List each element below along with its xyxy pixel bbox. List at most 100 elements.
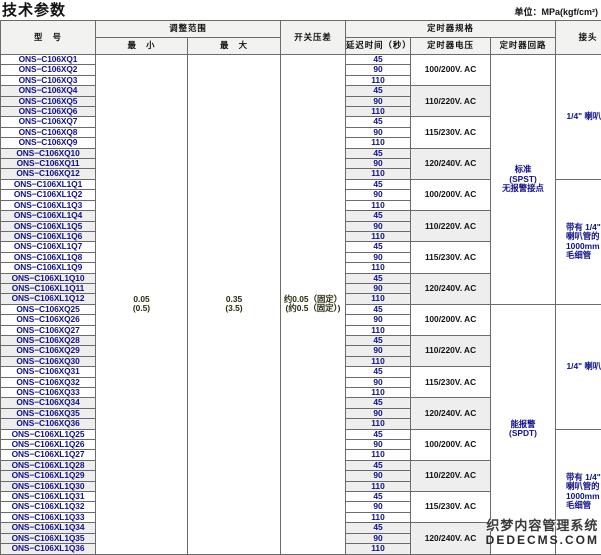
cell-model: ONS−C106XL1Q32 bbox=[1, 502, 96, 512]
cell-timer-voltage: 100/200V. AC bbox=[411, 179, 491, 210]
cell-timer-voltage: 100/200V. AC bbox=[411, 429, 491, 460]
cell-timer-voltage: 110/220V. AC bbox=[411, 86, 491, 117]
cell-model: ONS−C106XQ4 bbox=[1, 86, 96, 96]
cell-timer-voltage: 100/200V. AC bbox=[411, 55, 491, 86]
cell-model: ONS−C106XL1Q10 bbox=[1, 273, 96, 283]
cell-delay-time: 110 bbox=[346, 388, 411, 398]
header-adjust-max: 最 大 bbox=[188, 38, 281, 55]
cell-delay-time: 110 bbox=[346, 200, 411, 210]
header-model: 型 号 bbox=[1, 21, 96, 55]
cell-delay-time: 45 bbox=[346, 367, 411, 377]
cell-timer-voltage: 115/230V. AC bbox=[411, 492, 491, 523]
cell-model: ONS−C106XL1Q9 bbox=[1, 263, 96, 273]
cell-delay-time: 90 bbox=[346, 65, 411, 75]
cell-delay-time: 90 bbox=[346, 408, 411, 418]
cell-switch-diff-paren: (约0.5（固定）) bbox=[281, 304, 345, 313]
cell-model: ONS−C106XQ27 bbox=[1, 325, 96, 335]
cell-delay-time: 90 bbox=[346, 190, 411, 200]
cell-timer-circuit: 能报警(SPDT) bbox=[491, 304, 556, 554]
cell-model: ONS−C106XQ36 bbox=[1, 419, 96, 429]
header-adjust-range: 调整范围 bbox=[96, 21, 281, 38]
cell-model: ONS−C106XQ28 bbox=[1, 335, 96, 345]
header-timer-circuit: 定时器回路 bbox=[491, 38, 556, 55]
cell-timer-voltage: 115/230V. AC bbox=[411, 117, 491, 148]
cell-delay-time: 110 bbox=[346, 544, 411, 554]
cell-model: ONS−C106XL1Q33 bbox=[1, 512, 96, 522]
timer-circuit-line-3: 无报警接点 bbox=[491, 184, 555, 193]
technical-parameters-table: 型 号 调整范围 开关压差 定时器规格 接头 重量 (kg) 最 小 最 大 延… bbox=[0, 20, 601, 555]
cell-delay-time: 110 bbox=[346, 107, 411, 117]
cell-delay-time: 90 bbox=[346, 127, 411, 137]
connector-line-1: 1/4" 喇叭管 bbox=[556, 112, 601, 121]
header-timer-voltage: 定时器电压 bbox=[411, 38, 491, 55]
cell-model: ONS−C106XQ1 bbox=[1, 55, 96, 65]
cell-model: ONS−C106XQ10 bbox=[1, 148, 96, 158]
header-adjust-min: 最 小 bbox=[96, 38, 188, 55]
cell-delay-time: 90 bbox=[346, 96, 411, 106]
cell-model: ONS−C106XL1Q3 bbox=[1, 200, 96, 210]
cell-model: ONS−C106XL1Q6 bbox=[1, 231, 96, 241]
cell-model: ONS−C106XL1Q30 bbox=[1, 481, 96, 491]
cell-delay-time: 45 bbox=[346, 398, 411, 408]
cell-model: ONS−C106XL1Q1 bbox=[1, 179, 96, 189]
cell-timer-voltage: 120/240V. AC bbox=[411, 148, 491, 179]
cell-delay-time: 110 bbox=[346, 325, 411, 335]
header-delay-time: 延迟时间（秒） bbox=[346, 38, 411, 55]
timer-circuit-line-2: (SPDT) bbox=[491, 429, 555, 438]
cell-model: ONS−C106XL1Q8 bbox=[1, 252, 96, 262]
cell-model: ONS−C106XL1Q7 bbox=[1, 242, 96, 252]
cell-model: ONS−C106XL1Q27 bbox=[1, 450, 96, 460]
cell-model: ONS−C106XQ35 bbox=[1, 408, 96, 418]
cell-delay-time: 45 bbox=[346, 429, 411, 439]
cell-model: ONS−C106XQ31 bbox=[1, 367, 96, 377]
unit-note: 单位：MPa(kgf/cm²) bbox=[514, 5, 598, 18]
cell-connector: 1/4" 喇叭管 bbox=[556, 304, 601, 429]
cell-delay-time: 45 bbox=[346, 179, 411, 189]
cell-model: ONS−C106XL1Q31 bbox=[1, 492, 96, 502]
cell-timer-voltage: 110/220V. AC bbox=[411, 335, 491, 366]
cell-model: ONS−C106XL1Q25 bbox=[1, 429, 96, 439]
cell-timer-voltage: 115/230V. AC bbox=[411, 367, 491, 398]
cell-switch-diff: 约0.05（固定）(约0.5（固定）) bbox=[281, 55, 346, 555]
cell-timer-voltage: 120/240V. AC bbox=[411, 398, 491, 429]
header-switch-diff: 开关压差 bbox=[281, 21, 346, 55]
cell-model: ONS−C106XQ12 bbox=[1, 169, 96, 179]
cell-model: ONS−C106XQ3 bbox=[1, 75, 96, 85]
cell-delay-time: 110 bbox=[346, 481, 411, 491]
cell-adjust-min-paren: (0.5) bbox=[96, 304, 187, 313]
cell-delay-time: 90 bbox=[346, 471, 411, 481]
page-title: 技术参数 bbox=[0, 0, 601, 20]
cell-delay-time: 45 bbox=[346, 523, 411, 533]
cell-delay-time: 110 bbox=[346, 419, 411, 429]
cell-timer-circuit: 标准(SPST)无报警接点 bbox=[491, 55, 556, 305]
cell-timer-voltage: 120/240V. AC bbox=[411, 273, 491, 304]
cell-delay-time: 90 bbox=[346, 315, 411, 325]
cell-delay-time: 110 bbox=[346, 75, 411, 85]
cell-delay-time: 45 bbox=[346, 273, 411, 283]
cell-delay-time: 45 bbox=[346, 460, 411, 470]
cell-model: ONS−C106XL1Q2 bbox=[1, 190, 96, 200]
cell-timer-voltage: 110/220V. AC bbox=[411, 460, 491, 491]
cell-model: ONS−C106XL1Q28 bbox=[1, 460, 96, 470]
cell-delay-time: 90 bbox=[346, 346, 411, 356]
cell-model: ONS−C106XL1Q4 bbox=[1, 211, 96, 221]
cell-model: ONS−C106XL1Q29 bbox=[1, 471, 96, 481]
header-connector: 接头 bbox=[556, 21, 601, 55]
cell-model: ONS−C106XQ33 bbox=[1, 388, 96, 398]
cell-model: ONS−C106XQ30 bbox=[1, 356, 96, 366]
cell-model: ONS−C106XQ34 bbox=[1, 398, 96, 408]
cell-model: ONS−C106XQ25 bbox=[1, 304, 96, 314]
cell-delay-time: 45 bbox=[346, 304, 411, 314]
cell-delay-time: 110 bbox=[346, 294, 411, 304]
connector-line-4: 毛细管 bbox=[566, 251, 601, 260]
cell-model: ONS−C106XL1Q11 bbox=[1, 283, 96, 293]
cell-delay-time: 45 bbox=[346, 55, 411, 65]
header-timer-spec: 定时器规格 bbox=[346, 21, 556, 38]
cell-connector: 1/4" 喇叭管 bbox=[556, 55, 601, 180]
cell-delay-time: 90 bbox=[346, 159, 411, 169]
cell-model: ONS−C106XL1Q5 bbox=[1, 221, 96, 231]
table-header: 型 号 调整范围 开关压差 定时器规格 接头 重量 (kg) 最 小 最 大 延… bbox=[1, 21, 601, 55]
connector-line-4: 毛细管 bbox=[566, 501, 601, 510]
